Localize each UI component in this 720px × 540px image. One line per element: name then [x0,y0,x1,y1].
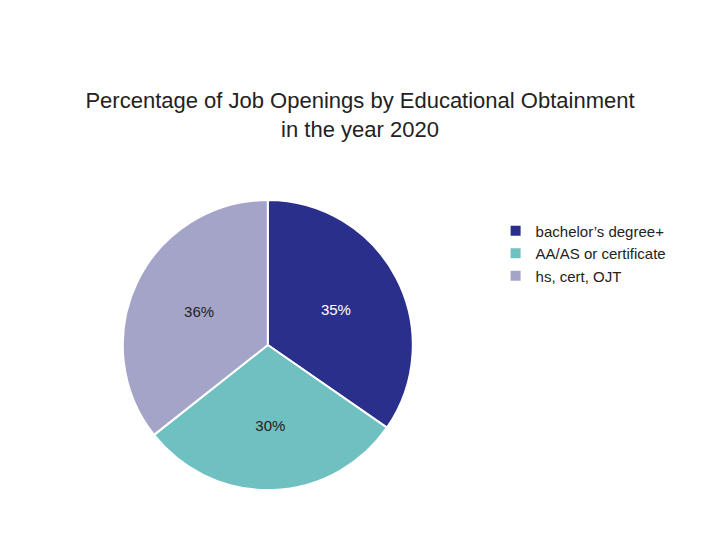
svg-text:30%: 30% [255,417,285,434]
svg-text:hs, cert, OJT: hs, cert, OJT [536,268,622,285]
svg-text:bachelor’s degree+: bachelor’s degree+ [536,223,665,240]
svg-text:Percentage of Job Openings by: Percentage of Job Openings by Educationa… [85,88,634,142]
svg-text:35%: 35% [321,301,351,318]
svg-text:36%: 36% [184,303,214,320]
svg-text:AA/AS or certificate: AA/AS or certificate [536,245,666,262]
